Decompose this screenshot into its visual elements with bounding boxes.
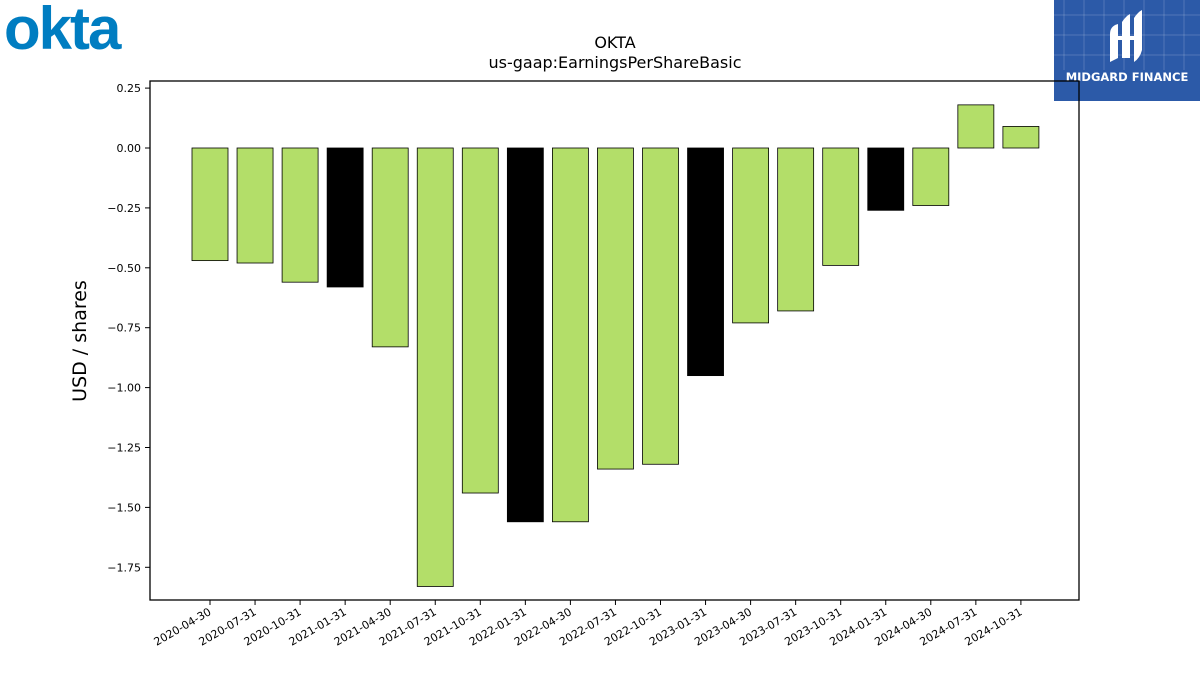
bar-2024-07-31 [957,104,995,149]
bar-2022-04-30 [552,147,589,523]
bar-2023-10-31 [822,147,860,266]
y-tick-label: 0.25 [117,82,142,95]
y-tick-label: −0.75 [107,322,141,335]
y-tick-label: −1.25 [107,442,141,455]
chart-title: OKTA [594,33,635,52]
bars-group [191,104,1040,587]
bar-2022-10-31 [642,147,679,465]
bar-2021-01-31 [326,147,364,288]
plot-frame [149,80,1080,601]
bar-2020-04-30 [191,147,229,262]
bar-2021-10-31 [461,147,499,494]
midgard-emblem-icon [1054,0,1200,70]
midgard-finance-logo: MIDGARD FINANCE [1054,0,1200,101]
okta-logo: okta [4,0,146,62]
y-axis-label: USD / shares [69,280,91,402]
y-tick-label: 0.00 [117,142,142,155]
bar-2022-07-31 [597,147,634,470]
bar-2020-07-31 [236,147,274,264]
chart-subtitle: us-gaap:EarningsPerShareBasic [488,53,741,72]
okta-wordmark: okta [4,2,122,54]
y-ticks-group: 0.25 0.00 −0.25 −0.50 −0.75 −1.00 −1.25 −1.50 −1… [107,82,150,574]
bar-2024-10-31 [1002,126,1040,149]
y-tick-label: −0.50 [107,262,141,275]
bar-2023-04-30 [732,147,769,324]
bar-2023-01-31 [687,147,724,377]
okta-logo-icon: okta [4,0,124,62]
bar-2021-04-30 [371,147,409,348]
bar-2020-10-31 [281,147,319,283]
bar-2024-04-30 [912,147,950,206]
bar-2024-01-31 [867,147,905,211]
y-tick-label: −0.25 [107,202,141,215]
bar-2022-01-31 [506,147,544,523]
y-tick-label: −1.00 [107,382,141,395]
midgard-finance-name: MIDGARD FINANCE [1065,70,1189,84]
bar-2023-07-31 [777,147,815,312]
y-tick-label: −1.50 [107,501,141,514]
y-tick-label: −1.75 [107,561,141,574]
x-ticks-group: 2020-04-302020-07-312020-10-312021-01-31… [152,600,1024,649]
bar-2021-07-31 [416,147,454,587]
